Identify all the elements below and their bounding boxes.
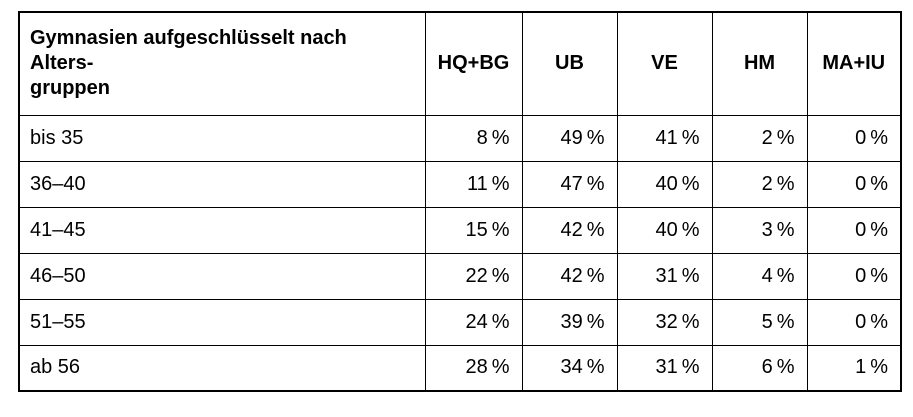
- cell-value: 22 %: [424, 252, 523, 300]
- cell-value: 0 %: [806, 206, 902, 254]
- column-header-ma-iu: MA+IU: [806, 11, 902, 116]
- table-title-header: Gymnasien aufgeschlüsselt nach Alters- g…: [18, 11, 426, 116]
- cell-value: 2 %: [711, 160, 808, 208]
- cell-value: 6 %: [711, 344, 808, 392]
- cell-value: 42 %: [521, 252, 618, 300]
- table-row-36-40: 36–40 11 % 47 % 40 % 2 % 0 %: [18, 160, 902, 208]
- table-row-41-45: 41–45 15 % 42 % 40 % 3 % 0 %: [18, 206, 902, 254]
- cell-value: 24 %: [424, 298, 523, 346]
- cell-value: 32 %: [616, 298, 713, 346]
- row-label: 41–45: [18, 206, 426, 254]
- cell-value: 0 %: [806, 252, 902, 300]
- cell-value: 31 %: [616, 252, 713, 300]
- row-label: 46–50: [18, 252, 426, 300]
- cell-value: 1 %: [806, 344, 902, 392]
- cell-value: 11 %: [424, 160, 523, 208]
- column-header-ve: VE: [616, 11, 713, 116]
- cell-value: 31 %: [616, 344, 713, 392]
- cell-value: 2 %: [711, 114, 808, 162]
- column-header-ub: UB: [521, 11, 618, 116]
- column-header-hm: HM: [711, 11, 808, 116]
- cell-value: 0 %: [806, 114, 902, 162]
- age-group-percentage-table: Gymnasien aufgeschlüsselt nach Alters- g…: [18, 11, 902, 392]
- cell-value: 49 %: [521, 114, 618, 162]
- table-row-46-50: 46–50 22 % 42 % 31 % 4 % 0 %: [18, 252, 902, 300]
- cell-value: 5 %: [711, 298, 808, 346]
- table-header-row: Gymnasien aufgeschlüsselt nach Alters- g…: [18, 11, 902, 116]
- row-label: 36–40: [18, 160, 426, 208]
- column-header-hq-bg: HQ+BG: [424, 11, 523, 116]
- cell-value: 34 %: [521, 344, 618, 392]
- cell-value: 15 %: [424, 206, 523, 254]
- cell-value: 0 %: [806, 160, 902, 208]
- cell-value: 42 %: [521, 206, 618, 254]
- cell-value: 40 %: [616, 160, 713, 208]
- table-row-bis-35: bis 35 8 % 49 % 41 % 2 % 0 %: [18, 114, 902, 162]
- cell-value: 47 %: [521, 160, 618, 208]
- row-label: ab 56: [18, 344, 426, 392]
- table-row-51-55: 51–55 24 % 39 % 32 % 5 % 0 %: [18, 298, 902, 346]
- table-row-ab-56: ab 56 28 % 34 % 31 % 6 % 1 %: [18, 344, 902, 392]
- cell-value: 28 %: [424, 344, 523, 392]
- cell-value: 4 %: [711, 252, 808, 300]
- cell-value: 40 %: [616, 206, 713, 254]
- age-group-table-container: Gymnasien aufgeschlüsselt nach Alters- g…: [18, 11, 902, 392]
- cell-value: 8 %: [424, 114, 523, 162]
- cell-value: 3 %: [711, 206, 808, 254]
- row-label: 51–55: [18, 298, 426, 346]
- cell-value: 39 %: [521, 298, 618, 346]
- cell-value: 0 %: [806, 298, 902, 346]
- cell-value: 41 %: [616, 114, 713, 162]
- row-label: bis 35: [18, 114, 426, 162]
